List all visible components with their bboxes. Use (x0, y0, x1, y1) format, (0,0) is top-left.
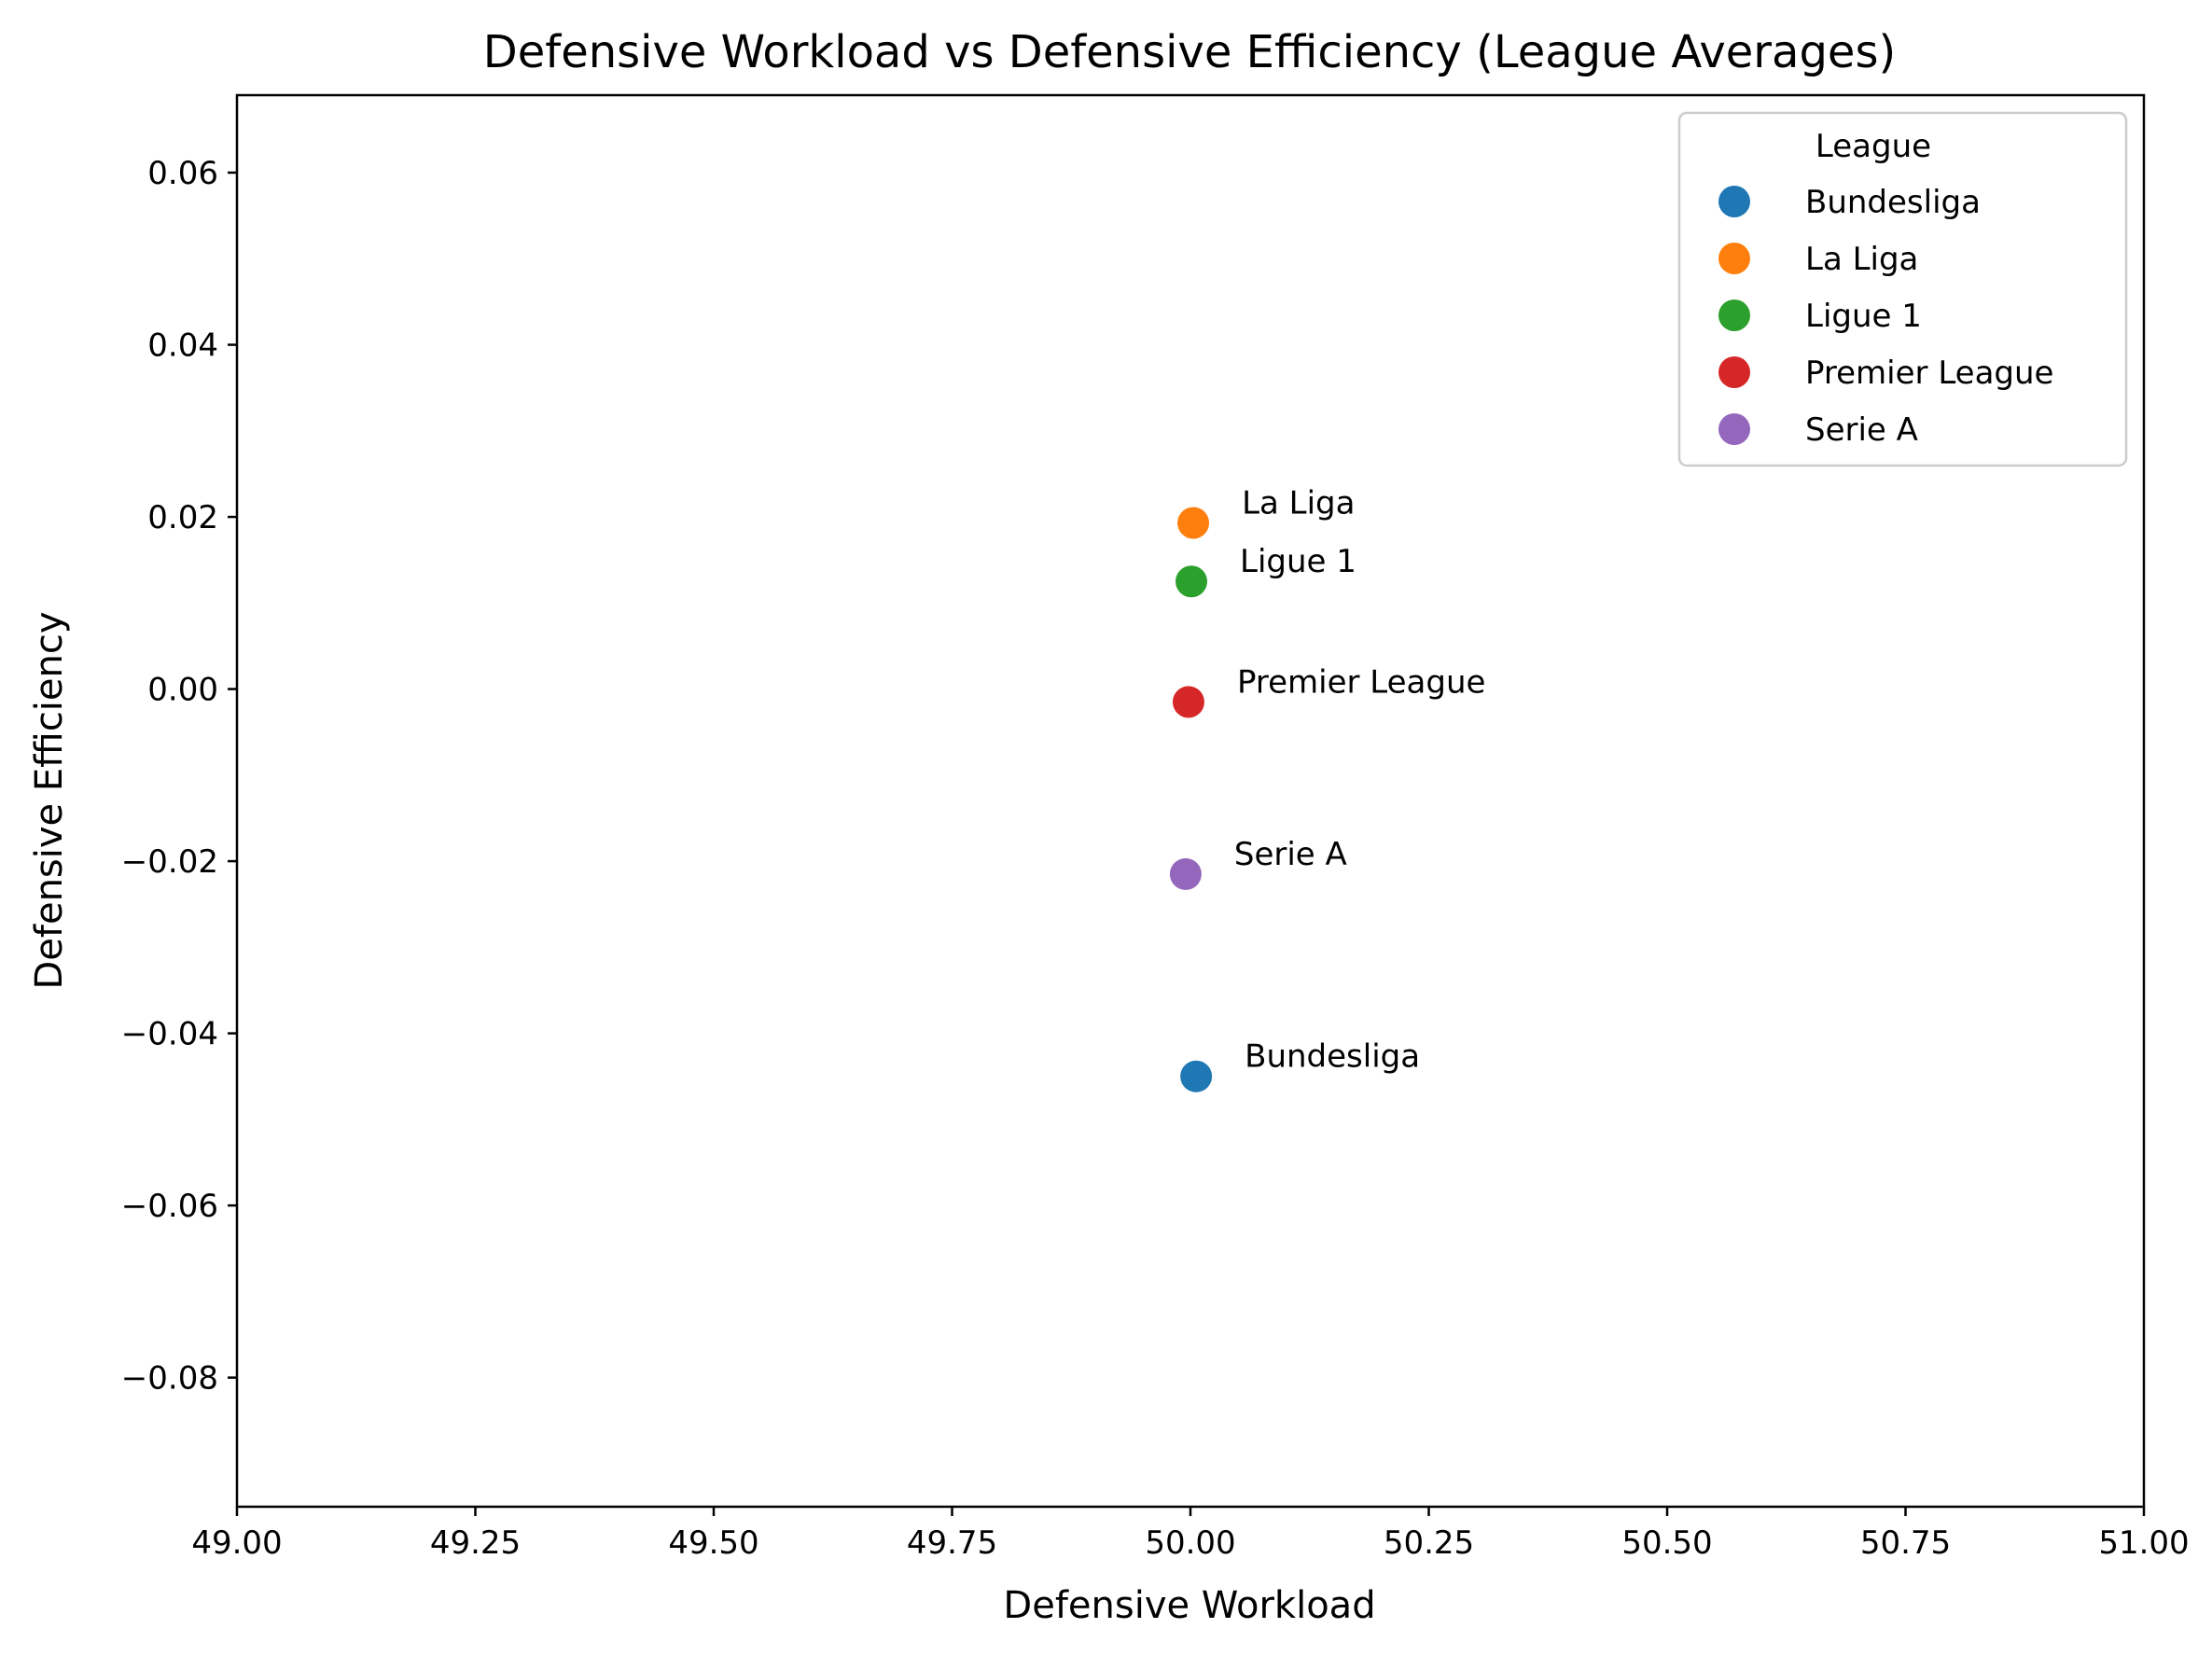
legend: League Bundesliga La Liga Ligue 1 Premier L… (1677, 111, 2128, 467)
y-tick-label: 0.02 (147, 499, 218, 536)
data-point (1172, 686, 1204, 718)
x-tick-label: 50.75 (1860, 1524, 1951, 1562)
data-point-label: Premier League (1237, 663, 1485, 701)
x-tick-label: 50.00 (1145, 1524, 1235, 1562)
y-tick-label: 0.00 (147, 672, 218, 709)
data-point (1169, 857, 1202, 890)
y-tick-label: −0.04 (121, 1016, 218, 1053)
legend-marker (1718, 186, 1750, 217)
x-axis-label: Defensive Workload (1003, 1584, 1375, 1627)
chart-title: Defensive Workload vs Defensive Efficien… (483, 26, 1896, 78)
legend-title: League (1816, 128, 1931, 165)
x-axis: 49.00 49.25 49.50 49.75 50.00 50.25 50.50 50.75… (191, 1507, 2190, 1562)
data-point (1176, 565, 1208, 598)
legend-entries: Bundesliga La Liga Ligue 1 Premier League Se… (1718, 184, 2053, 449)
data-point-label: La Liga (1242, 485, 1355, 522)
y-tick-label: 0.04 (147, 327, 218, 365)
data-points (1169, 507, 1213, 1092)
legend-entry-label: La Liga (1805, 241, 1918, 278)
y-tick-label: −0.06 (121, 1188, 218, 1225)
x-tick-label: 50.50 (1621, 1524, 1712, 1562)
y-tick-label: 0.06 (147, 155, 218, 192)
legend-marker (1718, 243, 1750, 274)
legend-box (1677, 111, 2128, 467)
x-tick-label: 50.25 (1384, 1524, 1474, 1562)
data-point-label: Serie A (1234, 836, 1347, 873)
legend-marker (1718, 299, 1750, 331)
data-point-label: Ligue 1 (1240, 543, 1356, 580)
y-axis: 0.06 0.04 0.02 0.00 −0.02 −0.04 −0.06 −0.08 (121, 155, 237, 1398)
y-axis-label: Defensive Efficiency (28, 611, 71, 989)
x-tick-label: 51.00 (2098, 1524, 2189, 1562)
legend-marker (1718, 356, 1750, 388)
x-tick-label: 49.25 (430, 1524, 521, 1562)
x-tick-label: 49.00 (191, 1524, 282, 1562)
legend-marker (1718, 413, 1750, 445)
x-tick-label: 49.50 (668, 1524, 758, 1562)
legend-entry-label: Serie A (1805, 411, 1918, 449)
data-point (1180, 1060, 1213, 1092)
data-point (1177, 507, 1210, 539)
legend-entry-label: Premier League (1805, 355, 2053, 392)
legend-entry-label: Bundesliga (1805, 184, 1981, 221)
y-tick-label: −0.02 (121, 843, 218, 881)
point-annotations: Bundesliga La Liga Ligue 1 Premier League Se… (1234, 485, 1486, 1076)
data-point-label: Bundesliga (1245, 1038, 1420, 1076)
legend-entry-label: Ligue 1 (1805, 298, 1922, 335)
x-tick-label: 49.75 (907, 1524, 997, 1562)
y-tick-label: −0.08 (121, 1360, 218, 1398)
